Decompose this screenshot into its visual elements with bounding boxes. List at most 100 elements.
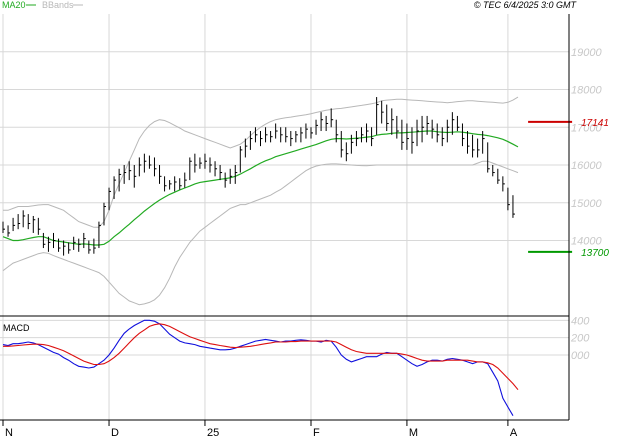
ohlc-bar: [22, 210, 26, 228]
price-panel: 14000 15000 16000 17000 18000 19000 17141 1370…: [0, 14, 609, 420]
ohlc-bar: [270, 131, 273, 143]
ohlc-bar: [497, 168, 500, 184]
macd-gridlines: [0, 319, 569, 356]
ohlc-bar: [482, 131, 485, 154]
ohlc-bar: [335, 119, 339, 143]
ohlc-bar: [285, 127, 288, 143]
ohlc-bar: [108, 187, 112, 211]
ohlc-bar: [290, 131, 293, 147]
ohlc-bar: [355, 131, 359, 147]
ohlc-bar: [477, 138, 480, 158]
bollinger-lower-line: [2, 160, 519, 306]
ohlc-bar: [179, 178, 182, 190]
ohlc-bar: [360, 127, 364, 143]
bollinger-upper-line: [3, 96, 519, 228]
ohlc-bar: [128, 161, 132, 181]
ohlc-bar: [239, 146, 243, 173]
ohlc-bar: [234, 165, 238, 184]
ohlc-bar: [2, 221, 5, 233]
ohlc-bar: [451, 112, 455, 135]
ohlc-bar: [118, 168, 122, 192]
macd-panel: 000 200 400 MACD: [0, 315, 590, 416]
ohlc-bar: [12, 217, 16, 232]
ohlc-bar: [244, 138, 248, 158]
ohlc-bar: [189, 157, 192, 181]
ohlc-bar: [229, 168, 233, 184]
ohlc-bar: [436, 123, 440, 143]
ohlc-bar: [224, 172, 228, 188]
ohlc-bar: [42, 232, 46, 249]
ohlc-bar: [143, 153, 147, 173]
ohlc-bar: [391, 108, 394, 135]
ohlc-bar: [209, 157, 213, 173]
ohlc-bar: [7, 225, 11, 237]
ohlc-bar: [52, 232, 56, 249]
price-y-tick-label: 17000: [571, 122, 602, 134]
price-y-tick-label: 14000: [571, 236, 602, 248]
ohlc-bar: [265, 127, 268, 143]
ohlc-bar: [426, 115, 430, 135]
ohlc-bar: [396, 115, 399, 139]
macd-y-tick-label: 000: [571, 350, 590, 362]
ohlc-bar: [441, 127, 445, 147]
ohlc-bar: [260, 131, 263, 147]
ohlc-bar: [280, 127, 283, 143]
ohlc-bars: [2, 97, 515, 256]
ohlc-bar: [461, 123, 465, 147]
price-y-tick-label: 16000: [571, 160, 602, 172]
macd-line: [2, 319, 514, 416]
ohlc-bar: [169, 180, 172, 190]
price-levels: 17141 13700: [528, 118, 609, 259]
macd-y-axis-labels: 000 200 400: [570, 315, 590, 362]
ohlc-bar: [467, 131, 470, 154]
ohlc-bar: [153, 157, 157, 177]
ohlc-bar: [502, 176, 505, 192]
chart-header: MA20 BBands © TEC 6/4/2025 3:0 GMT: [2, 0, 577, 10]
ohlc-bar: [58, 238, 61, 252]
ohlc-bar: [83, 232, 86, 249]
ohlc-bar: [148, 155, 152, 169]
ohlc-bar: [17, 214, 21, 230]
ohlc-bar: [376, 97, 379, 135]
ohlc-bar: [487, 142, 490, 173]
x-tick-label: N: [5, 427, 13, 439]
ohlc-bar: [194, 153, 197, 173]
macd-y-tick-label: 400: [571, 315, 590, 327]
legend-ma20: MA20: [2, 0, 26, 10]
ohlc-bar: [204, 153, 207, 169]
ohlc-bar: [371, 127, 374, 147]
x-tick-label: 25: [207, 427, 219, 439]
ohlc-bar: [27, 214, 31, 230]
ohlc-bar: [88, 240, 91, 254]
ohlc-bar: [431, 119, 435, 139]
ohlc-bar: [214, 161, 218, 177]
ohlc-bar: [93, 238, 96, 254]
ohlc-bar: [512, 195, 515, 218]
ohlc-bar: [421, 115, 425, 143]
ohlc-bar: [295, 131, 298, 143]
ohlc-bar: [199, 157, 202, 169]
ohlc-bar: [507, 187, 510, 211]
ohlc-bar: [416, 119, 420, 147]
ohlc-bar: [164, 176, 167, 192]
price-y-axis-labels: 14000 15000 16000 17000 18000 19000: [571, 47, 602, 248]
price-level-label: 17141: [581, 118, 609, 129]
ohlc-bar: [320, 112, 324, 132]
macd-signal-line: [3, 323, 519, 391]
price-y-tick-label: 15000: [571, 198, 602, 210]
ohlc-bar: [472, 134, 475, 158]
ohlc-bar: [219, 165, 223, 181]
ohlc-bar: [32, 215, 36, 233]
ohlc-bar: [492, 165, 495, 177]
ohlc-bar: [249, 131, 253, 150]
ohlc-bar: [406, 123, 409, 150]
x-axis-labels: N D 25 F M A: [2, 420, 518, 439]
x-tick-label: M: [409, 427, 418, 439]
price-gridlines: [0, 14, 569, 420]
ohlc-bar: [330, 108, 334, 128]
ohlc-bar: [184, 172, 187, 188]
ohlc-bar: [68, 242, 71, 254]
x-tick-label: F: [313, 427, 320, 439]
ohlc-bar: [103, 202, 106, 226]
